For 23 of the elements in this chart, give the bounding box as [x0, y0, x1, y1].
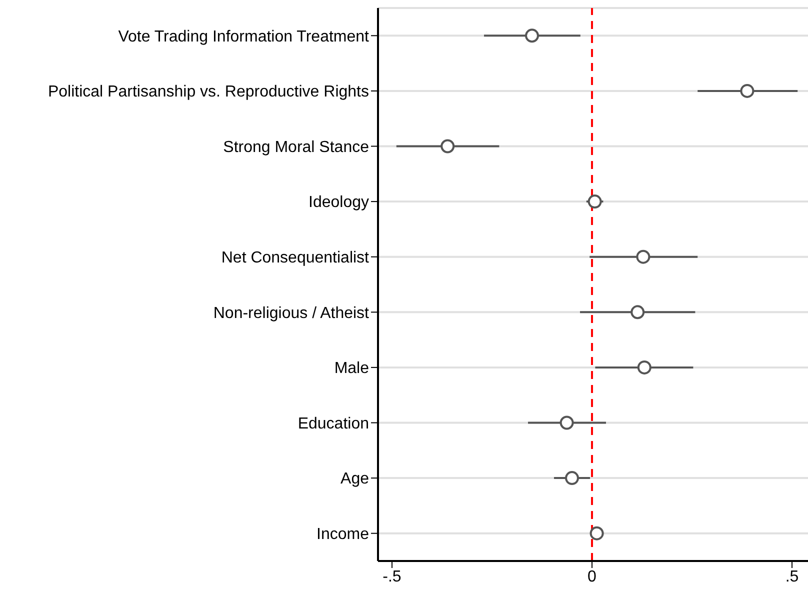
y-tick-label: Age: [340, 470, 370, 488]
point: [630, 305, 645, 320]
y-tick-label: Male: [334, 360, 370, 378]
x-tick-label: .5: [785, 568, 799, 586]
point: [590, 526, 604, 540]
y-tick-label: Strong Moral Stance: [223, 138, 370, 156]
x-tick-label: -.5: [382, 568, 402, 586]
point: [525, 28, 539, 43]
point: [440, 139, 455, 154]
y-tick-label: Income: [316, 526, 370, 544]
point: [588, 194, 602, 209]
y-tick-label: Ideology: [308, 194, 369, 212]
point: [740, 84, 754, 98]
x-tick-label: 0: [588, 568, 597, 586]
y-tick-label: Vote Trading Information Treatment: [118, 28, 370, 46]
point: [565, 471, 579, 486]
y-tick-label: Political Partisanship vs. Reproductive Rights: [48, 84, 369, 101]
y-tick-label: Education: [298, 415, 369, 432]
point: [637, 360, 652, 374]
y-tick-label: Non-religious / Atheist: [213, 304, 370, 322]
y-tick-label: Net Consequentialist: [221, 250, 370, 267]
point: [636, 250, 650, 264]
point: [560, 416, 574, 430]
